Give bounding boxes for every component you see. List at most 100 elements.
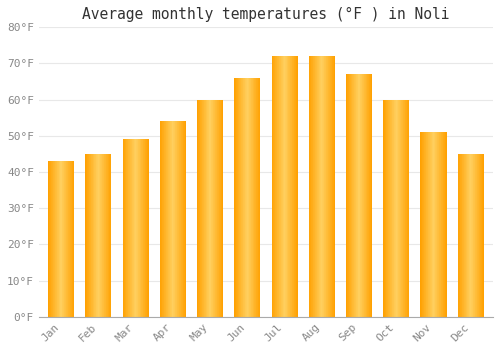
Bar (174, 121, 175, 317)
Bar (132, 140, 133, 317)
Bar (350, 74, 351, 317)
Bar (60, 161, 61, 317)
Bar (63, 161, 64, 317)
Bar (332, 56, 333, 317)
Bar (56, 161, 57, 317)
Bar (103, 154, 104, 317)
Bar (184, 121, 185, 317)
Bar (257, 78, 258, 317)
Bar (122, 140, 123, 317)
Bar (167, 121, 168, 317)
Bar (71, 161, 72, 317)
Bar (424, 132, 425, 317)
Bar (293, 56, 294, 317)
Bar (318, 56, 319, 317)
Bar (284, 56, 285, 317)
Bar (280, 56, 281, 317)
Bar (289, 56, 290, 317)
Bar (368, 74, 369, 317)
Bar (348, 74, 349, 317)
Bar (458, 154, 459, 317)
Bar (468, 154, 469, 317)
Bar (467, 154, 468, 317)
Bar (317, 56, 318, 317)
Bar (356, 74, 357, 317)
Bar (323, 56, 324, 317)
Bar (406, 100, 408, 317)
Bar (248, 78, 250, 317)
Bar (316, 56, 317, 317)
Bar (126, 140, 127, 317)
Bar (205, 100, 206, 317)
Bar (259, 78, 260, 317)
Bar (242, 78, 243, 317)
Bar (109, 154, 110, 317)
Bar (480, 154, 481, 317)
Bar (325, 56, 326, 317)
Bar (319, 56, 320, 317)
Bar (59, 161, 60, 317)
Bar (199, 100, 200, 317)
Bar (128, 140, 129, 317)
Bar (172, 121, 173, 317)
Bar (177, 121, 178, 317)
Bar (291, 56, 292, 317)
Bar (362, 74, 363, 317)
Bar (254, 78, 255, 317)
Bar (110, 154, 111, 317)
Bar (258, 78, 259, 317)
Bar (61, 161, 62, 317)
Bar (328, 56, 329, 317)
Bar (429, 132, 430, 317)
Bar (395, 100, 396, 317)
Bar (461, 154, 462, 317)
Bar (96, 154, 97, 317)
Bar (241, 78, 242, 317)
Bar (365, 74, 366, 317)
Bar (239, 78, 240, 317)
Bar (334, 56, 335, 317)
Bar (123, 140, 124, 317)
Bar (357, 74, 358, 317)
Bar (387, 100, 388, 317)
Bar (124, 140, 125, 317)
Bar (312, 56, 314, 317)
Bar (401, 100, 402, 317)
Bar (398, 100, 399, 317)
Bar (314, 56, 316, 317)
Bar (238, 78, 239, 317)
Bar (286, 56, 287, 317)
Bar (256, 78, 257, 317)
Bar (463, 154, 464, 317)
Bar (282, 56, 283, 317)
Bar (435, 132, 436, 317)
Bar (235, 78, 236, 317)
Bar (255, 78, 256, 317)
Bar (402, 100, 403, 317)
Bar (385, 100, 386, 317)
Bar (369, 74, 370, 317)
Bar (105, 154, 106, 317)
Bar (58, 161, 59, 317)
Bar (108, 154, 109, 317)
Bar (349, 74, 350, 317)
Bar (329, 56, 330, 317)
Bar (62, 161, 63, 317)
Bar (390, 100, 391, 317)
Bar (50, 161, 51, 317)
Bar (136, 140, 137, 317)
Bar (275, 56, 276, 317)
Bar (288, 56, 289, 317)
Bar (142, 140, 143, 317)
Bar (366, 74, 367, 317)
Bar (137, 140, 138, 317)
Bar (236, 78, 237, 317)
Bar (440, 132, 442, 317)
Bar (166, 121, 167, 317)
Title: Average monthly temperatures (°F ) in Noli: Average monthly temperatures (°F ) in No… (82, 7, 450, 22)
Bar (353, 74, 354, 317)
Bar (388, 100, 389, 317)
Bar (218, 100, 219, 317)
Bar (465, 154, 466, 317)
Bar (438, 132, 440, 317)
